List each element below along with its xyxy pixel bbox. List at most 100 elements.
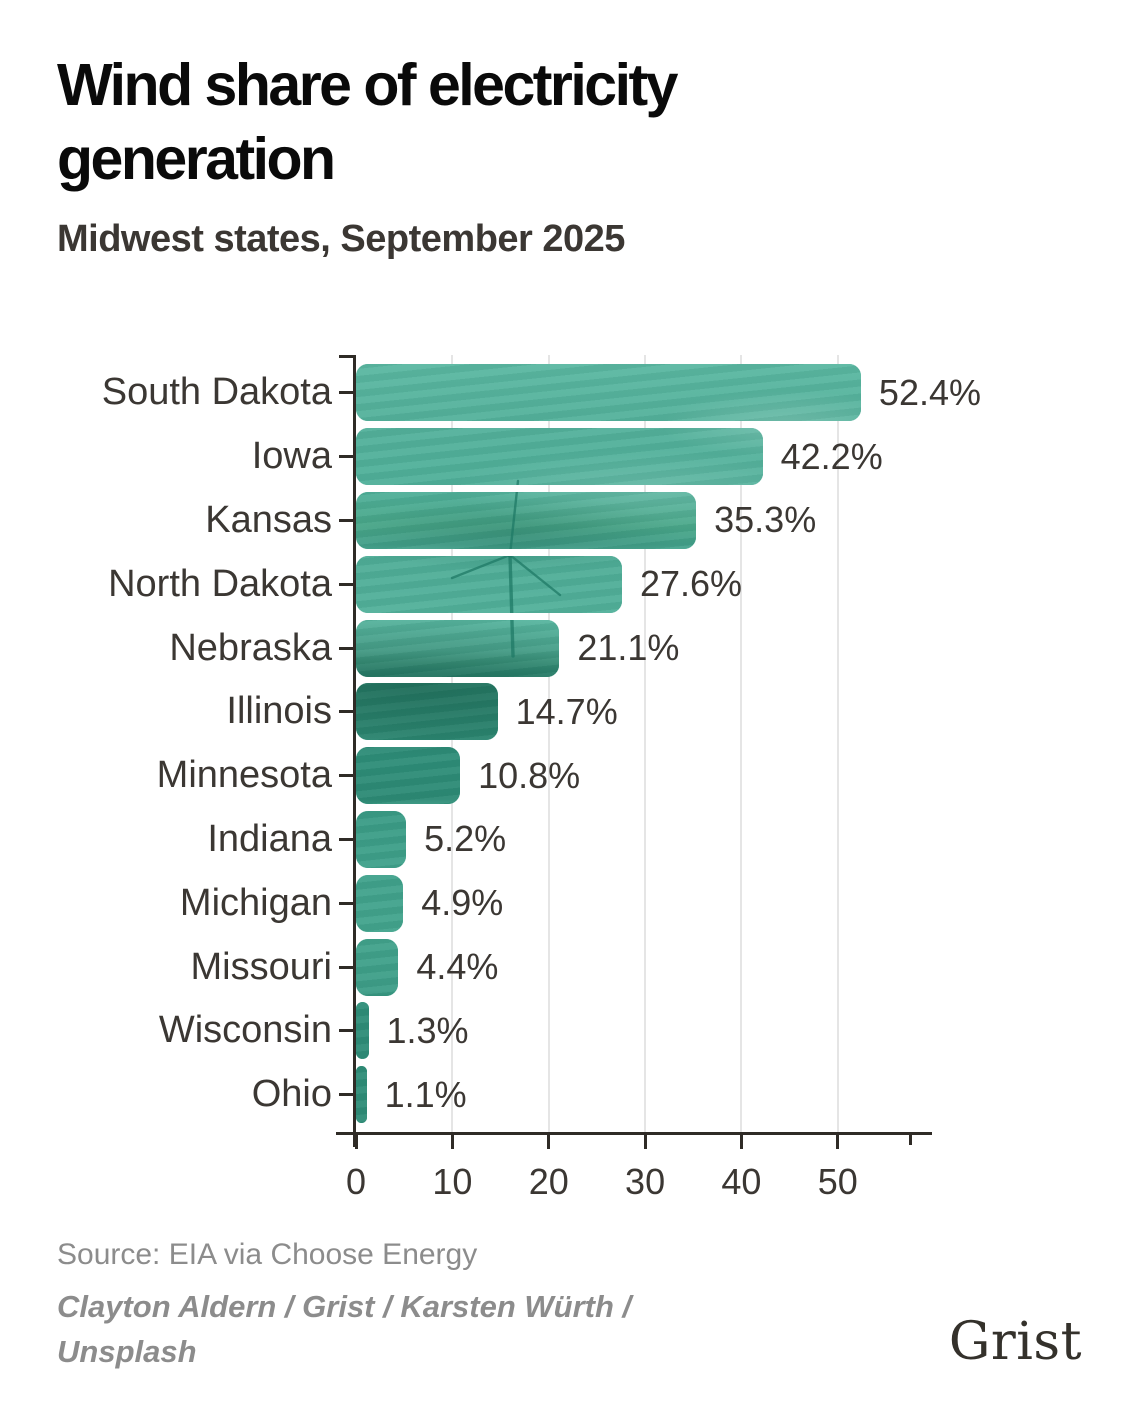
bar-value-label: 35.3% — [714, 499, 817, 541]
y-axis-label: South Dakota — [101, 371, 332, 414]
x-axis-tick-label: 50 — [817, 1161, 858, 1202]
bar-row: 14.7% — [339, 680, 912, 744]
bar-value-label: 1.3% — [386, 1009, 469, 1051]
y-axis-label: Illinois — [226, 690, 332, 733]
bar-texture — [356, 874, 404, 932]
bar-value-label: 27.6% — [639, 563, 743, 605]
wind-turbine-icon — [516, 479, 520, 486]
bar-value-label: 5.2% — [424, 818, 507, 860]
y-axis-label: Ohio — [251, 1073, 332, 1116]
chart-title: Wind share of electricity generation — [57, 48, 678, 196]
bar — [356, 491, 697, 549]
bar-value-label: 21.1% — [577, 627, 680, 669]
y-axis-tick — [339, 518, 353, 522]
y-axis-labels: South Dakota Iowa Kansas North Dakota Nebras… — [0, 361, 338, 1127]
credit-text: Clayton Aldern / Grist / Karsten Würth /… — [57, 1284, 631, 1374]
bar — [356, 428, 763, 486]
bar-value-label: 14.7% — [515, 690, 618, 732]
credit-line1: Clayton Aldern / Grist / Karsten Würth / — [57, 1289, 632, 1324]
wind-turbine-icon — [450, 555, 562, 613]
bar-row: 4.4% — [339, 935, 912, 999]
bar-row: 35.3% — [339, 489, 912, 553]
y-axis-label: Kansas — [205, 498, 332, 541]
x-axis-tick-label: 40 — [721, 1161, 762, 1202]
bar — [356, 874, 404, 932]
bar — [356, 810, 407, 868]
y-axis-tick — [339, 901, 353, 905]
source-text: Source: EIA via Choose Energy — [57, 1238, 478, 1271]
y-axis-label: Indiana — [207, 817, 332, 860]
y-axis-tick — [339, 582, 353, 586]
bar — [356, 1066, 367, 1124]
gridline — [547, 355, 550, 1133]
bar-value-label: 52.4% — [878, 371, 981, 413]
y-axis-tick — [339, 965, 353, 969]
bar-row: 10.8% — [339, 744, 912, 808]
x-axis-tick-label: 0 — [345, 1161, 367, 1202]
y-axis-tick — [339, 646, 353, 650]
bar — [356, 938, 399, 996]
x-axis-tick-label: 20 — [528, 1161, 569, 1202]
bar-value-label: 4.9% — [421, 882, 504, 924]
x-axis-tick — [450, 1135, 454, 1149]
y-axis-label: North Dakota — [108, 562, 332, 605]
bar-value-label: 4.4% — [416, 946, 499, 988]
bar-texture — [356, 938, 399, 996]
bar-texture — [356, 1002, 369, 1060]
bar-texture — [356, 810, 407, 868]
bar — [356, 364, 861, 422]
plot-area: 52.4% 42.2% 35.3% 27.6% 21.1% 14.7% — [336, 355, 981, 1202]
x-axis-end-cap — [909, 1135, 912, 1145]
y-axis-label: Minnesota — [156, 754, 332, 797]
y-axis-label: Nebraska — [169, 626, 332, 669]
y-axis-line — [353, 355, 356, 1147]
y-axis-top-cap — [339, 355, 353, 358]
bar-texture — [356, 364, 861, 422]
bar-row: 5.2% — [339, 808, 912, 872]
bar-texture — [356, 428, 763, 486]
x-axis-tick-label: 30 — [625, 1161, 666, 1202]
gridline — [644, 355, 647, 1133]
bar-value-label: 10.8% — [478, 754, 581, 796]
x-axis-tick — [547, 1135, 551, 1149]
y-axis-tick — [339, 710, 353, 714]
bar-row: 42.2% — [339, 425, 912, 489]
bars-container: 52.4% 42.2% 35.3% 27.6% 21.1% 14.7% — [339, 361, 981, 1127]
y-axis-tick — [339, 391, 353, 395]
bar-value-label: 42.2% — [780, 435, 883, 477]
bar-texture — [356, 747, 461, 805]
gridline — [451, 355, 454, 1133]
chart-title-line1: Wind share of electricity — [57, 52, 678, 118]
grist-logo: Grist — [948, 1312, 1082, 1372]
wind-turbine-icon — [509, 491, 519, 549]
wind-turbine-icon — [510, 619, 515, 658]
bar — [356, 1002, 369, 1060]
bar-row: 1.1% — [339, 1063, 912, 1127]
y-axis-tick — [339, 455, 353, 459]
credit-line2: Unsplash — [57, 1334, 197, 1369]
x-axis-tick — [836, 1135, 840, 1149]
x-axis-tick-label: 10 — [432, 1161, 473, 1202]
bar-value-label: 1.1% — [384, 1073, 467, 1115]
bar — [356, 619, 560, 677]
bar-texture — [356, 555, 622, 613]
x-axis-tick — [643, 1135, 647, 1149]
bar — [356, 555, 622, 613]
bar-row: 1.3% — [339, 999, 912, 1063]
bar — [356, 683, 498, 741]
bar-row: 52.4% — [339, 361, 981, 425]
bar — [356, 747, 461, 805]
bar-texture — [356, 491, 697, 549]
y-axis-tick — [339, 774, 353, 778]
bar-row: 21.1% — [339, 616, 912, 680]
y-axis-label: Wisconsin — [158, 1009, 332, 1052]
y-axis-tick — [339, 1093, 353, 1097]
x-axis-tick — [739, 1135, 743, 1149]
gridline — [836, 355, 839, 1133]
y-axis-label: Iowa — [251, 435, 332, 478]
gridline — [740, 355, 743, 1133]
x-axis-line — [336, 1132, 932, 1135]
chart-subtitle: Midwest states, September 2025 — [57, 218, 625, 260]
bar-row: 27.6% — [339, 552, 912, 616]
